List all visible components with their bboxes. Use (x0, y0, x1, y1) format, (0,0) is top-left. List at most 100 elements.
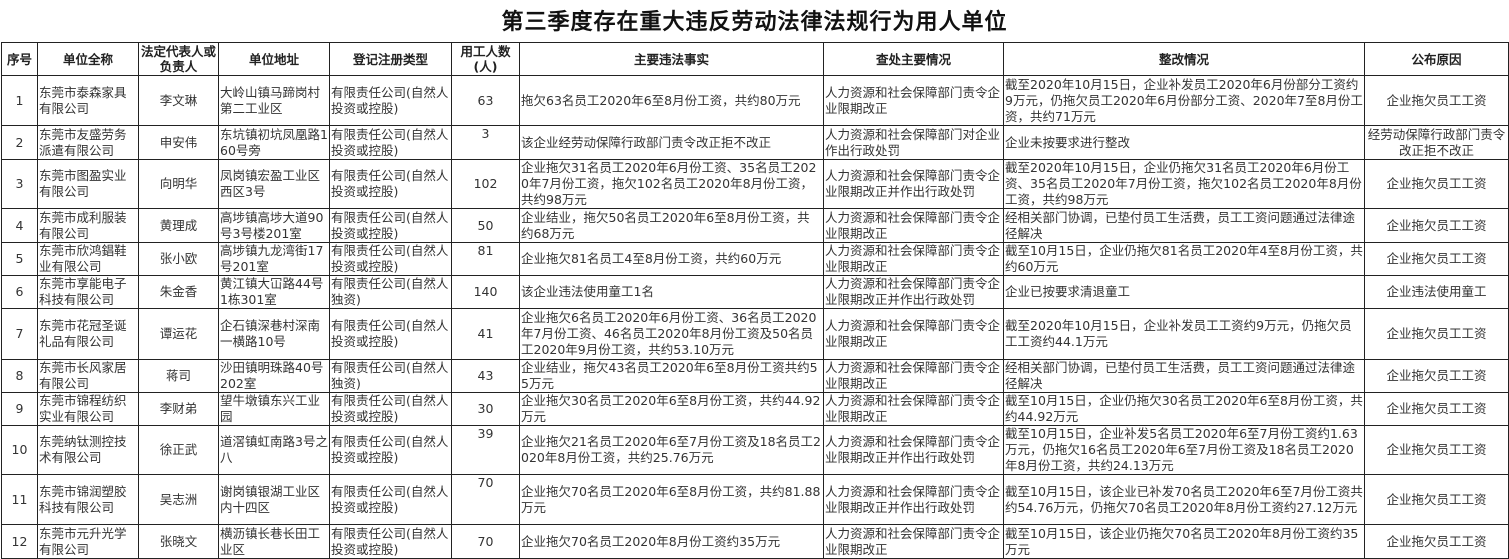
cell-company-name: 东莞市享能电子科技有限公司 (37, 275, 139, 309)
cell-registration-type: 有限责任公司(自然人独资) (329, 275, 452, 309)
cell-registration-type: 有限责任公司(自然人投资或控股) (329, 392, 452, 426)
cell-seq: 5 (1, 242, 38, 276)
cell-employee-count: 70 (451, 524, 520, 559)
cell-seq: 6 (1, 275, 38, 309)
cell-publication-reason: 企业拖欠员工工资 (1364, 425, 1509, 475)
column-header-address: 单位地址 (218, 42, 330, 76)
cell-enforcement-action: 人力资源和社会保障部门责令企业限期改正 (823, 75, 1004, 126)
cell-employee-count: 41 (451, 308, 520, 360)
table-row: 4 东莞市成利服装有限公司 黄理成 高埗镇高埗大道90号3号楼201室 有限责任公司(自… (1, 208, 1509, 243)
cell-rectification-status: 企业已按要求清退童工 (1003, 275, 1365, 309)
cell-legal-representative: 张晓文 (138, 524, 219, 559)
cell-rectification-status: 截至10月15日，企业仍拖欠81名员工2020年4至8月份工资，共约60万元 (1003, 242, 1365, 276)
cell-employee-count: 39 (451, 425, 520, 475)
column-header-employee-count: 用工人数(人) (451, 42, 520, 76)
cell-rectification-status: 截至2020年10月15日，企业补发员工工资约9万元，仍拖欠员工工资约44.1万… (1003, 308, 1365, 360)
cell-seq: 12 (1, 524, 38, 559)
cell-address: 大岭山镇马蹄岗村第二工业区 (218, 75, 330, 126)
cell-legal-representative: 黄理成 (138, 208, 219, 243)
cell-company-name: 东莞市欣鸿錩鞋业有限公司 (37, 242, 139, 276)
cell-enforcement-action: 人力资源和社会保障部门责令企业限期改正 (823, 242, 1004, 276)
column-header-rectification-status: 整改情况 (1003, 42, 1365, 76)
cell-address: 横沥镇长巷长田工业区 (218, 524, 330, 559)
cell-rectification-status: 经相关部门协调，已垫付员工生活费，员工工资问题通过法律途径解决 (1003, 208, 1365, 243)
cell-company-name: 东莞市泰森家具有限公司 (37, 75, 139, 126)
cell-violation-facts: 企业拖欠30名员工2020年6至8月份工资，共约44.92万元 (519, 392, 824, 426)
cell-violation-facts: 企业拖欠70名员工2020年8月份工资约35万元 (519, 524, 824, 559)
cell-address: 道滘镇虹南路3号之八 (218, 425, 330, 475)
cell-registration-type: 有限责任公司(自然人投资或控股) (329, 308, 452, 360)
cell-legal-representative: 谭运花 (138, 308, 219, 360)
table-row: 6 东莞市享能电子科技有限公司 朱金香 黄江镇大冚路44号1栋301室 有限责任公司(自… (1, 275, 1509, 309)
table-row: 11 东莞市锦润塑胶科技有限公司 吴志洲 谢岗镇银湖工业区内十四区 有限责任公司(自然人… (1, 474, 1509, 525)
cell-legal-representative: 徐正武 (138, 425, 219, 475)
violators-table: 序号 单位全称 法定代表人或负责人 单位地址 登记注册类型 用工人数(人) 主要违法事实 查处… (1, 42, 1509, 559)
cell-company-name: 东莞市花冠圣诞礼品有限公司 (37, 308, 139, 360)
cell-violation-facts: 拖欠63名员工2020年6至8月份工资，共约80万元 (519, 75, 824, 126)
column-header-publication-reason: 公布原因 (1364, 42, 1509, 76)
cell-violation-facts: 企业拖欠6名员工2020年6月份工资、36名员工2020年7月份工资、46名员工… (519, 308, 824, 360)
table-row: 5 东莞市欣鸿錩鞋业有限公司 张小欧 高埗镇九龙湾街17号201室 有限责任公司(自然人… (1, 242, 1509, 276)
column-header-registration-type: 登记注册类型 (329, 42, 452, 76)
cell-enforcement-action: 人力资源和社会保障部门责令企业限期改正 (823, 308, 1004, 360)
cell-legal-representative: 李文琳 (138, 75, 219, 126)
table-header-row: 序号 单位全称 法定代表人或负责人 单位地址 登记注册类型 用工人数(人) 主要违法事实 查处… (1, 42, 1509, 76)
cell-enforcement-action: 人力资源和社会保障部门责令企业限期改正并作出行政处罚 (823, 275, 1004, 309)
cell-publication-reason: 企业拖欠员工工资 (1364, 75, 1509, 126)
cell-publication-reason: 企业违法使用童工 (1364, 275, 1509, 309)
cell-registration-type: 有限责任公司(自然人投资或控股) (329, 75, 452, 126)
cell-employee-count: 30 (451, 392, 520, 426)
cell-violation-facts: 企业结业，拖欠43名员工2020年6至8月份工资共约55万元 (519, 359, 824, 393)
table-row: 3 东莞市图盈实业有限公司 向明华 凤岗镇宏盈工业区西区3号 有限责任公司(自然人投资或… (1, 159, 1509, 209)
cell-violation-facts: 该企业违法使用童工1名 (519, 275, 824, 309)
cell-violation-facts: 企业拖欠70名员工2020年6至8月份工资，共约81.88万元 (519, 474, 824, 525)
cell-violation-facts: 企业拖欠21名员工2020年6至7月份工资及18名员工2020年8月份工资，共约… (519, 425, 824, 475)
table-row: 2 东莞市友盛劳务派遣有限公司 申安伟 东坑镇初坑凤凰路160号旁 有限责任公司(自然人… (1, 125, 1509, 160)
cell-publication-reason: 经劳动保障行政部门责令改正拒不改正 (1364, 125, 1509, 160)
cell-address: 企石镇深巷村深南一横路10号 (218, 308, 330, 360)
cell-employee-count: 63 (451, 75, 520, 126)
cell-seq: 11 (1, 474, 38, 525)
cell-violation-facts: 该企业经劳动保障行政部门责令改正拒不改正 (519, 125, 824, 160)
table-row: 9 东莞市锦程纺织实业有限公司 李财弟 望牛墩镇东兴工业园 有限责任公司(自然人投资或控… (1, 392, 1509, 426)
cell-company-name: 东莞市元升光学有限公司 (37, 524, 139, 559)
cell-enforcement-action: 人力资源和社会保障部门对企业作出行政处罚 (823, 125, 1004, 160)
cell-rectification-status: 截至10月15日，企业补发5名员工2020年6至7月份工资约1.63万元，仍拖欠… (1003, 425, 1365, 475)
cell-employee-count: 140 (451, 275, 520, 309)
cell-employee-count: 3 (451, 125, 520, 160)
cell-registration-type: 有限责任公司(自然人投资或控股) (329, 159, 452, 209)
cell-employee-count: 43 (451, 359, 520, 393)
cell-publication-reason: 企业拖欠员工工资 (1364, 524, 1509, 559)
cell-registration-type: 有限责任公司(自然人投资或控股) (329, 208, 452, 243)
cell-rectification-status: 企业未按要求进行整改 (1003, 125, 1365, 160)
column-header-seq: 序号 (1, 42, 38, 76)
table-row: 10 东莞纳钛测控技术有限公司 徐正武 道滘镇虹南路3号之八 有限责任公司(自然人投资或… (1, 425, 1509, 475)
table-row: 12 东莞市元升光学有限公司 张晓文 横沥镇长巷长田工业区 有限责任公司(自然人投资或控… (1, 524, 1509, 559)
table-row: 1 东莞市泰森家具有限公司 李文琳 大岭山镇马蹄岗村第二工业区 有限责任公司(自然人投资… (1, 75, 1509, 126)
cell-company-name: 东莞市锦润塑胶科技有限公司 (37, 474, 139, 525)
cell-address: 凤岗镇宏盈工业区西区3号 (218, 159, 330, 209)
cell-seq: 9 (1, 392, 38, 426)
cell-publication-reason: 企业拖欠员工工资 (1364, 359, 1509, 393)
cell-employee-count: 81 (451, 242, 520, 276)
cell-company-name: 东莞市长风家居有限公司 (37, 359, 139, 393)
cell-seq: 8 (1, 359, 38, 393)
cell-enforcement-action: 人力资源和社会保障部门责令企业限期改正 (823, 359, 1004, 393)
cell-address: 谢岗镇银湖工业区内十四区 (218, 474, 330, 525)
cell-publication-reason: 企业拖欠员工工资 (1364, 208, 1509, 243)
cell-legal-representative: 吴志洲 (138, 474, 219, 525)
cell-registration-type: 有限责任公司(自然人投资或控股) (329, 474, 452, 525)
cell-legal-representative: 朱金香 (138, 275, 219, 309)
cell-seq: 1 (1, 75, 38, 126)
cell-seq: 3 (1, 159, 38, 209)
table-row: 7 东莞市花冠圣诞礼品有限公司 谭运花 企石镇深巷村深南一横路10号 有限责任公司(自然… (1, 308, 1509, 360)
cell-registration-type: 有限责任公司(自然人投资或控股) (329, 242, 452, 276)
cell-rectification-status: 经相关部门协调，已垫付员工生活费，员工工资问题通过法律途径解决 (1003, 359, 1365, 393)
cell-employee-count: 50 (451, 208, 520, 243)
column-header-legal-representative: 法定代表人或负责人 (138, 42, 219, 76)
cell-rectification-status: 截至10月15日，该企业仍拖欠70名员工2020年8月份工资约35万元 (1003, 524, 1365, 559)
cell-registration-type: 有限责任公司(自然人投资或控股) (329, 125, 452, 160)
cell-company-name: 东莞市成利服装有限公司 (37, 208, 139, 243)
cell-company-name: 东莞市图盈实业有限公司 (37, 159, 139, 209)
cell-rectification-status: 截至2020年10月15日，企业仍拖欠31名员工2020年6月份工资、35名员工… (1003, 159, 1365, 209)
